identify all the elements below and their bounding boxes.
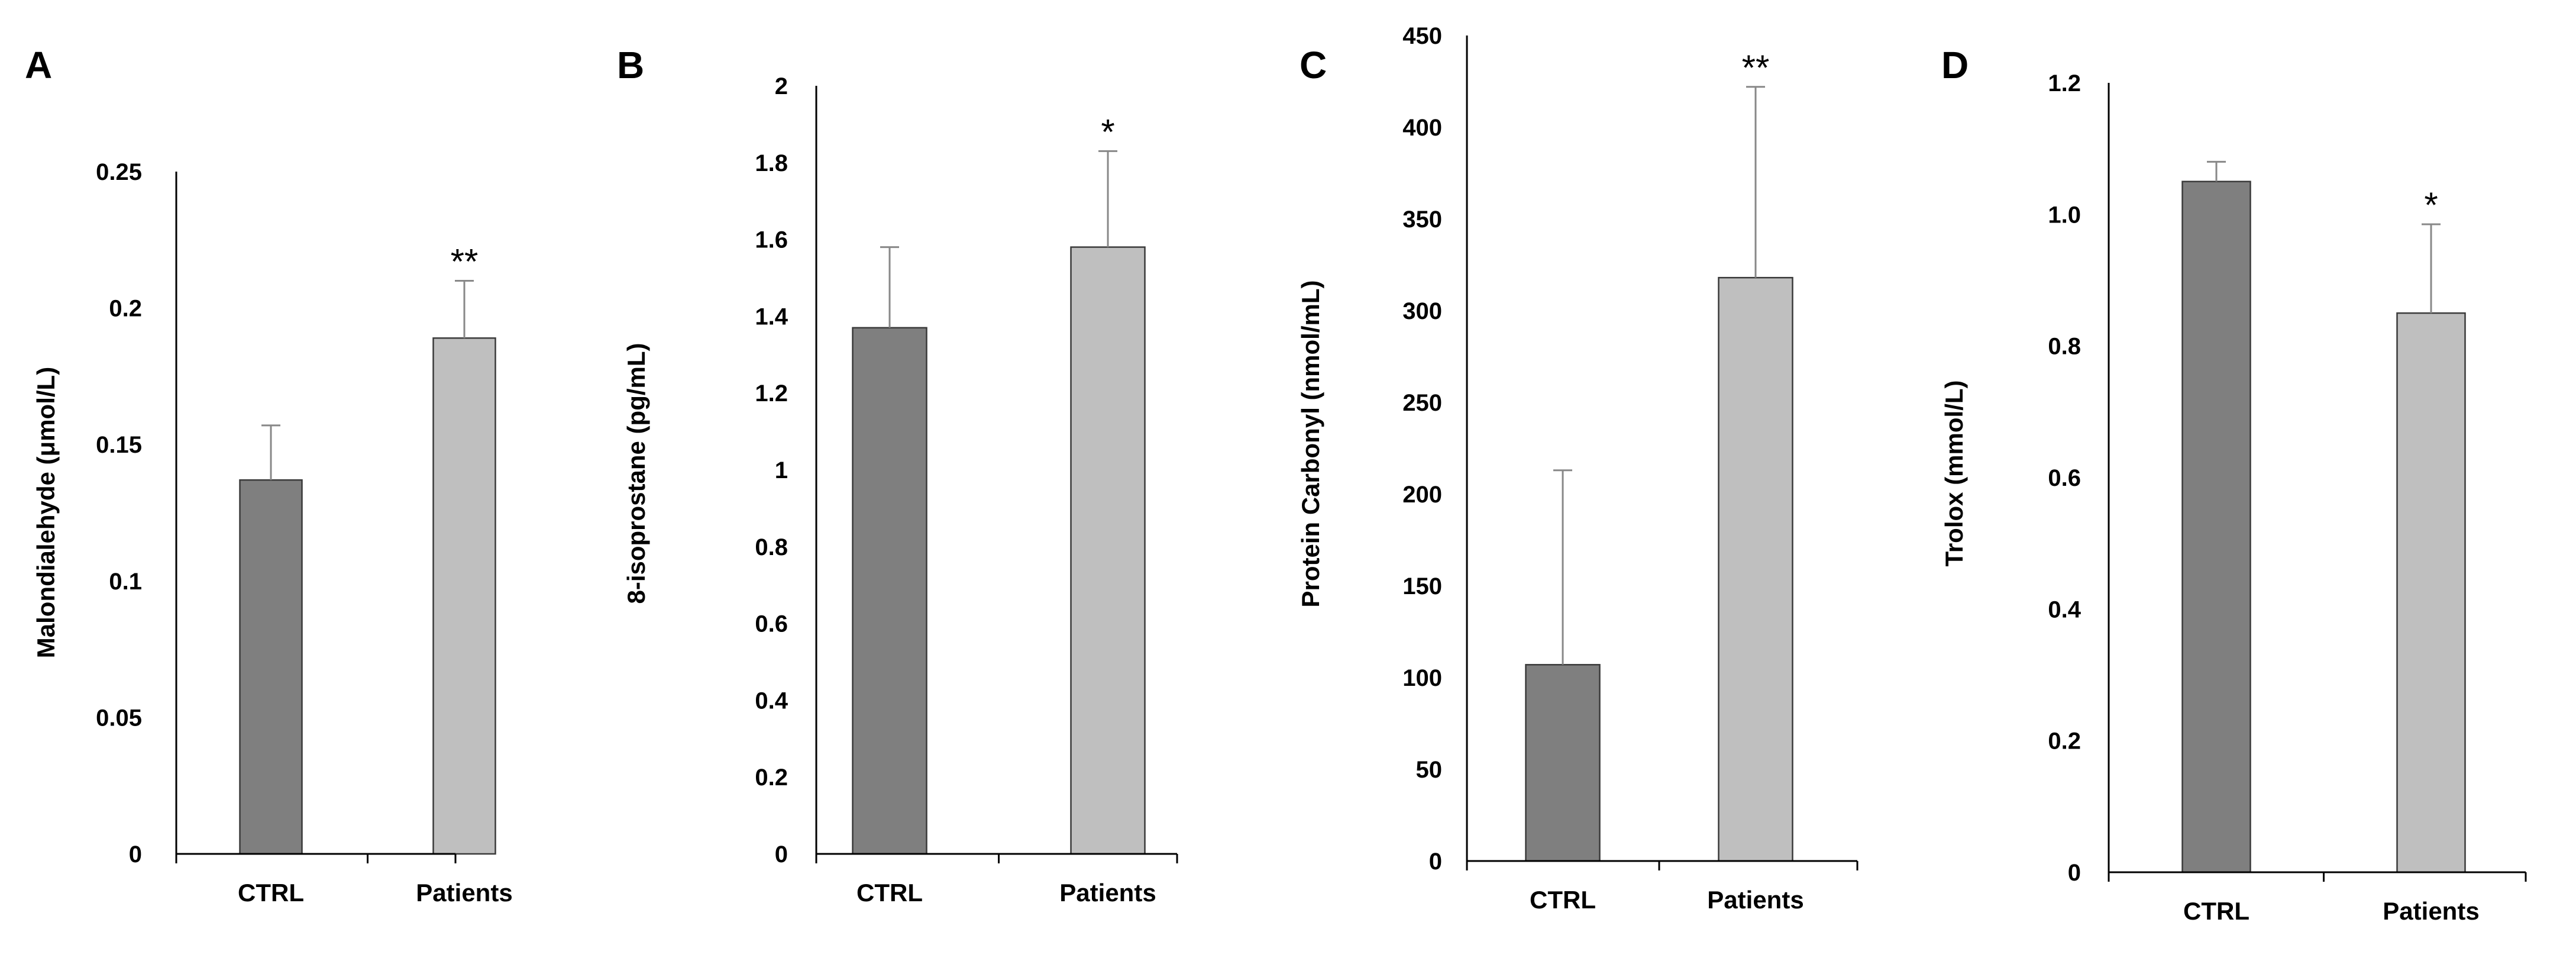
panel-letter: D	[1941, 44, 1969, 86]
x-tick-label: Patients	[416, 879, 512, 907]
panel-letter: A	[25, 44, 52, 86]
y-tick-label: 0	[1429, 849, 1442, 875]
y-tick-label: 50	[1416, 757, 1443, 783]
y-tick-label: 0.1	[109, 569, 142, 595]
x-tick-label: Patients	[1059, 879, 1156, 907]
y-tick-label: 0.4	[2048, 596, 2081, 623]
y-axis-title: 8-isoprostane (pg/mL)	[622, 343, 650, 604]
panel-c: C Protein Carbonyl (nmol/mL) CTRL ** Patient…	[1297, 23, 1859, 914]
error-bar	[1098, 150, 1117, 247]
bar-ctrl	[2181, 180, 2251, 873]
y-axis-title: Protein Carbonyl (nmol/mL)	[1297, 280, 1324, 607]
y-tick-label: 0.2	[2048, 728, 2081, 754]
x-tick-label: CTRL	[856, 879, 923, 907]
y-tick-label: 0.4	[755, 688, 788, 714]
x-tick-label: CTRL	[1530, 886, 1596, 914]
panel-b: B 8-isoprostane (pg/mL) CTRL * Patients 0 0.2 0…	[617, 44, 1178, 907]
error-bar	[2207, 160, 2226, 182]
y-tick-label: 1.8	[755, 150, 788, 176]
bar-patients	[432, 337, 496, 855]
panel-letter: C	[1300, 44, 1327, 86]
significance-marker: *	[1101, 112, 1114, 151]
error-bar	[261, 424, 280, 480]
bar-patients	[1718, 276, 1793, 862]
y-tick-label: 0	[2068, 860, 2081, 886]
error-bar	[880, 246, 899, 328]
bar-ctrl	[239, 479, 303, 855]
y-tick-label: 0	[129, 841, 142, 868]
y-tick-label: 200	[1402, 482, 1442, 508]
y-tick-label: 0.8	[755, 534, 788, 560]
significance-marker: **	[451, 241, 479, 281]
bar-patients	[1070, 246, 1146, 855]
y-tick-label: 250	[1402, 390, 1442, 416]
panel-letter: B	[617, 44, 644, 86]
y-tick-label: 0.6	[2048, 465, 2081, 491]
error-bar	[1746, 86, 1765, 278]
significance-marker: *	[2424, 185, 2438, 225]
y-tick-label: 400	[1402, 115, 1442, 141]
y-tick-label: 1.2	[2048, 70, 2081, 96]
y-tick-label: 1.4	[755, 304, 788, 330]
x-tick-label: CTRL	[2183, 897, 2249, 925]
x-tick-label: CTRL	[238, 879, 304, 907]
panel-a: A Malondialehyde (μmol/L) CTRL ** Patients 0 0…	[25, 44, 513, 907]
y-tick-label: 1.2	[755, 380, 788, 407]
y-tick-label: 0.2	[755, 765, 788, 791]
y-axis-title: Trolox (mmol/L)	[1940, 380, 1968, 567]
y-tick-label: 0	[775, 841, 788, 868]
y-tick-label: 1.0	[2048, 202, 2081, 228]
y-tick-label: 150	[1402, 573, 1442, 599]
y-tick-label: 0.15	[96, 432, 142, 458]
y-tick-label: 0.2	[109, 296, 142, 322]
y-tick-label: 1	[775, 457, 788, 483]
y-tick-label: 0.8	[2048, 334, 2081, 360]
y-axis-title: Malondialehyde (μmol/L)	[32, 367, 60, 658]
bar-ctrl	[852, 327, 927, 855]
y-tick-label: 0.6	[755, 611, 788, 637]
error-bar	[2422, 223, 2441, 314]
y-tick-label: 0.05	[96, 705, 142, 731]
y-tick-label: 100	[1402, 665, 1442, 691]
y-tick-label: 2	[775, 73, 788, 99]
panel-d: D Trolox (mmol/L) CTRL * Patients 0 0.2 0.4 0.6 0…	[1940, 44, 2527, 925]
bar-patients	[2396, 312, 2466, 873]
y-tick-label: 300	[1402, 298, 1442, 324]
y-tick-label: 0.25	[96, 159, 142, 185]
error-bar	[1553, 469, 1572, 665]
error-bar	[455, 279, 474, 338]
y-tick-label: 450	[1402, 23, 1442, 49]
x-tick-label: Patients	[2383, 897, 2479, 925]
bar-ctrl	[1525, 664, 1601, 862]
y-tick-label: 1.6	[755, 227, 788, 253]
x-tick-label: Patients	[1707, 886, 1803, 914]
significance-marker: **	[1742, 48, 1770, 88]
y-tick-label: 350	[1402, 207, 1442, 233]
